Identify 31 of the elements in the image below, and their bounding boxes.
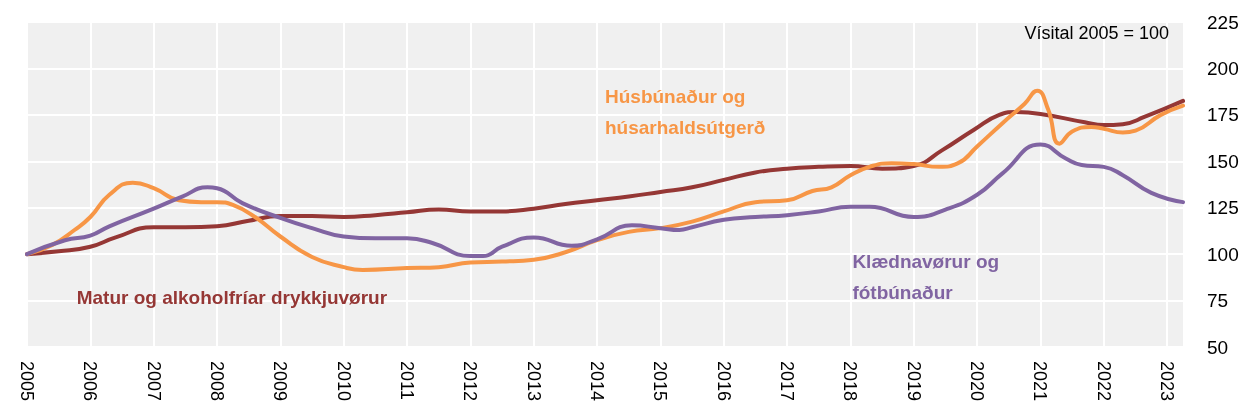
x-tick-label: 2013	[523, 361, 544, 402]
y-tick-label: 225	[1207, 11, 1239, 33]
x-tick-label: 2009	[270, 361, 291, 402]
x-tick-label: 2014	[587, 361, 608, 402]
series-label: Matur og alkoholfríar drykkjuvørur	[76, 287, 388, 308]
annotation: Vísital 2005 = 100	[1024, 23, 1169, 43]
x-tick-label: 2023	[1157, 361, 1178, 402]
x-tick-label: 2016	[713, 361, 734, 402]
x-tick-label: 2008	[207, 361, 228, 402]
x-tick-label: 2007	[143, 361, 164, 402]
x-tick-label: 2019	[903, 361, 924, 402]
x-tick-label: 2015	[650, 361, 671, 402]
x-tick-label: 2020	[967, 361, 988, 402]
x-tick-label: 2018	[840, 361, 861, 402]
x-tick-label: 2012	[460, 361, 481, 402]
x-tick-label: 2011	[397, 361, 418, 400]
y-tick-label: 150	[1207, 150, 1239, 172]
x-tick-label: 2017	[777, 361, 798, 402]
y-tick-label: 200	[1207, 57, 1239, 79]
y-tick-label: 125	[1207, 197, 1239, 219]
x-tick-label: 2006	[80, 361, 101, 402]
y-tick-label: 100	[1207, 243, 1239, 265]
y-tick-label: 50	[1207, 336, 1229, 358]
x-tick-label: 2022	[1093, 361, 1114, 402]
x-tick-label: 2005	[17, 361, 37, 402]
x-tick-label: 2010	[333, 361, 354, 402]
y-tick-label: 75	[1207, 290, 1229, 312]
text: Klædnavørur og fótbúnaður	[852, 251, 1005, 304]
text: Húsbúnaður og húsarhaldsútgerð	[605, 85, 766, 138]
y-tick-label: 175	[1207, 104, 1239, 126]
x-tick-label: 2021	[1030, 361, 1051, 402]
